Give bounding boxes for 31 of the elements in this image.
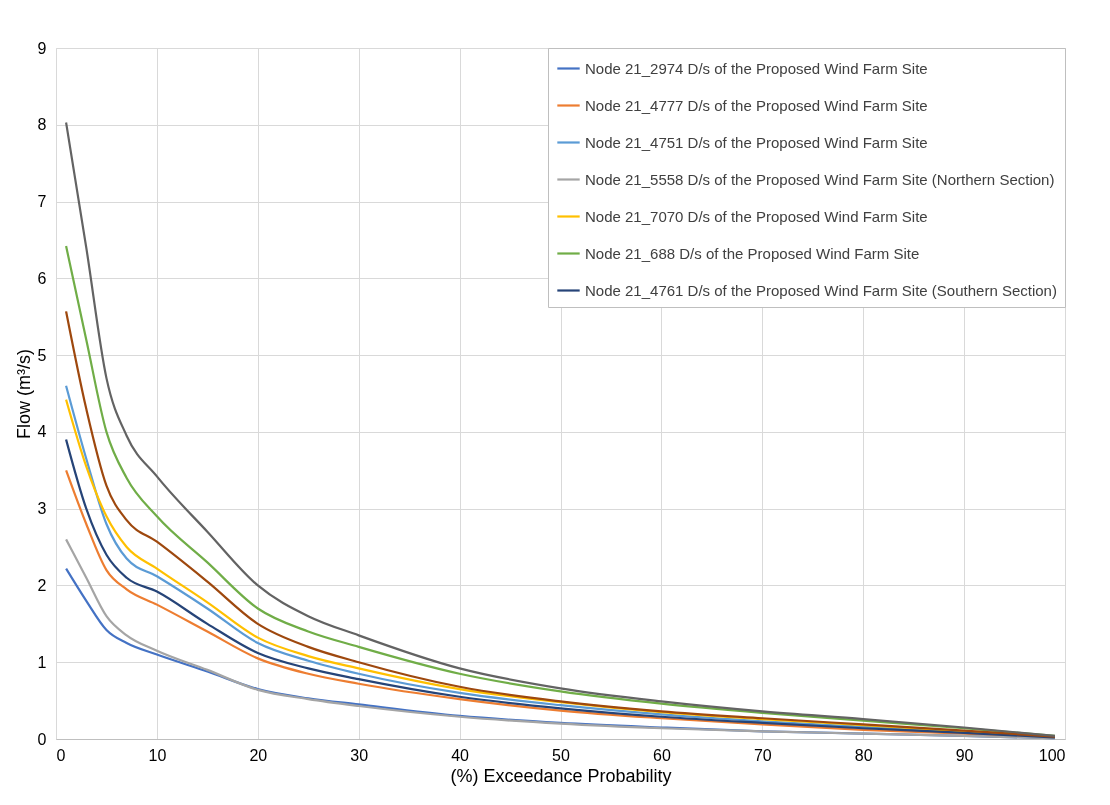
x-tick-label: 70	[753, 746, 772, 764]
x-tick-label: 100	[1038, 746, 1066, 764]
legend-label: Node 21_7070 D/s of the Proposed Wind Farm Site	[585, 207, 928, 225]
legend-label: Node 21_688 D/s of the Proposed Wind Farm Site	[585, 244, 920, 262]
y-tick-label: 2	[37, 576, 47, 594]
y-tick-label: 6	[37, 269, 47, 287]
x-tick-label: 80	[854, 746, 873, 764]
x-tick-label: 20	[249, 746, 268, 764]
y-tick-label: 3	[37, 500, 47, 518]
x-tick-label: 0	[56, 746, 66, 764]
x-tick-label: 50	[552, 746, 570, 764]
legend-label: Node 21_4751 D/s of the Proposed Wind Farm Site	[585, 133, 928, 151]
x-tick-label: 10	[148, 746, 167, 764]
legend-label: Node 21_2974 D/s of the Proposed Wind Farm Site	[585, 59, 928, 77]
y-axis-title: Flow (m³/s)	[13, 349, 34, 439]
y-tick-label: 7	[37, 193, 47, 211]
y-tick-label: 9	[37, 39, 47, 57]
x-tick-label: 90	[955, 746, 974, 764]
x-axis-title: (%) Exceedance Probability	[450, 765, 672, 786]
x-tick-label: 40	[451, 746, 470, 764]
y-tick-label: 8	[37, 116, 47, 134]
legend-label: Node 21_4761 D/s of the Proposed Wind Farm Site (Southern Section)	[585, 281, 1057, 299]
legend-label: Node 21_5558 D/s of the Proposed Wind Farm Site (Northern Section)	[585, 170, 1055, 188]
y-tick-label: 1	[37, 653, 47, 671]
y-tick-label: 4	[37, 423, 47, 441]
legend-label: Node 21_4777 D/s of the Proposed Wind Farm Site	[585, 96, 928, 114]
x-tick-label: 30	[350, 746, 369, 764]
y-tick-label: 5	[37, 346, 47, 364]
x-tick-label: 60	[653, 746, 671, 764]
line-series	[64, 121, 1057, 738]
y-tick-label: 0	[37, 730, 47, 748]
